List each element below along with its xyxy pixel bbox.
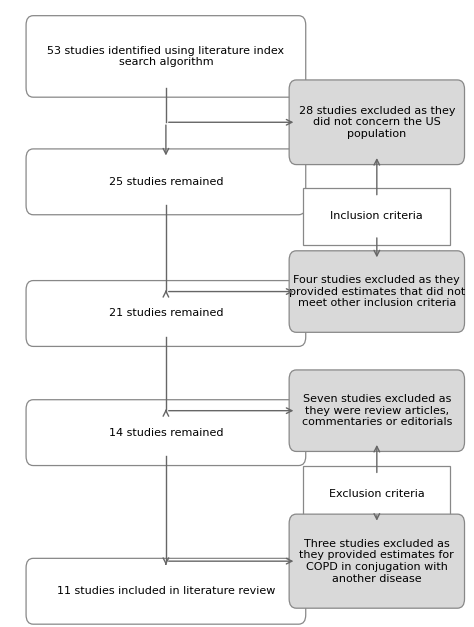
FancyBboxPatch shape	[289, 80, 465, 164]
FancyBboxPatch shape	[289, 251, 465, 332]
Text: 53 studies identified using literature index
search algorithm: 53 studies identified using literature i…	[47, 46, 284, 67]
Text: Four studies excluded as they
provided estimates that did not
meet other inclusi: Four studies excluded as they provided e…	[289, 275, 465, 308]
Text: Three studies excluded as
they provided estimates for
COPD in conjugation with
a: Three studies excluded as they provided …	[300, 539, 454, 584]
Text: 25 studies remained: 25 studies remained	[109, 177, 223, 187]
FancyBboxPatch shape	[26, 400, 306, 465]
Text: 11 studies included in literature review: 11 studies included in literature review	[57, 586, 275, 596]
Text: 21 studies remained: 21 studies remained	[109, 308, 223, 319]
FancyBboxPatch shape	[303, 466, 450, 522]
Text: Exclusion criteria: Exclusion criteria	[329, 489, 425, 499]
Text: 28 studies excluded as they
did not concern the US
population: 28 studies excluded as they did not conc…	[299, 106, 455, 139]
Text: Inclusion criteria: Inclusion criteria	[330, 211, 423, 221]
FancyBboxPatch shape	[26, 16, 306, 97]
FancyBboxPatch shape	[289, 514, 465, 608]
FancyBboxPatch shape	[289, 370, 465, 451]
Text: Seven studies excluded as
they were review articles,
commentaries or editorials: Seven studies excluded as they were revi…	[301, 394, 452, 427]
FancyBboxPatch shape	[26, 149, 306, 214]
Text: 14 studies remained: 14 studies remained	[109, 428, 223, 438]
FancyBboxPatch shape	[26, 281, 306, 346]
FancyBboxPatch shape	[303, 188, 450, 245]
FancyBboxPatch shape	[26, 559, 306, 624]
